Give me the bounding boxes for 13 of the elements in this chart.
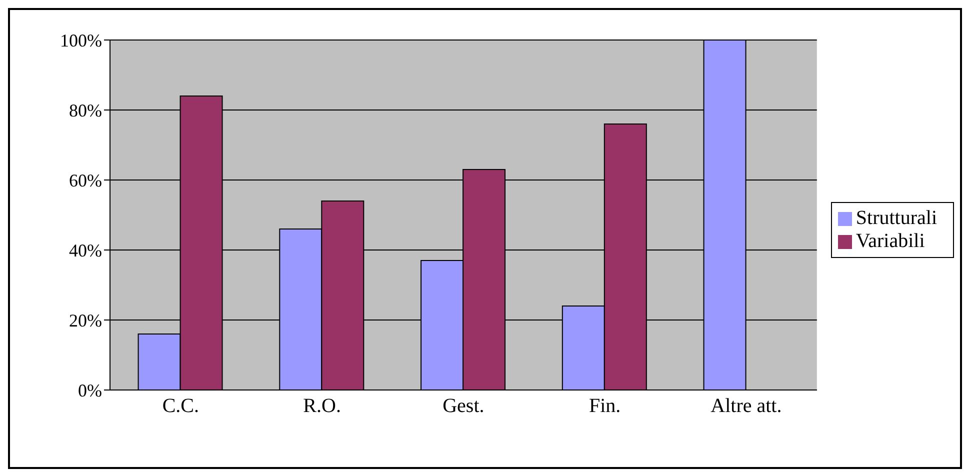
x-tick-label: Altre att. bbox=[710, 395, 782, 418]
legend-label: Variabili bbox=[856, 230, 925, 252]
y-tick-label: 80% bbox=[69, 100, 102, 120]
y-tick-label: 0% bbox=[78, 380, 102, 400]
y-tick-label: 100% bbox=[60, 30, 102, 50]
x-tick-label: R.O. bbox=[303, 395, 341, 418]
y-tick-label: 60% bbox=[69, 170, 102, 190]
y-tick-label: 40% bbox=[69, 240, 102, 260]
x-tick-label: Fin. bbox=[588, 395, 621, 418]
legend-label: Strutturali bbox=[856, 207, 937, 229]
x-tick-label: C.C. bbox=[162, 395, 200, 418]
x-tick-label: Gest. bbox=[442, 395, 484, 418]
y-tick-label: 20% bbox=[69, 310, 102, 330]
